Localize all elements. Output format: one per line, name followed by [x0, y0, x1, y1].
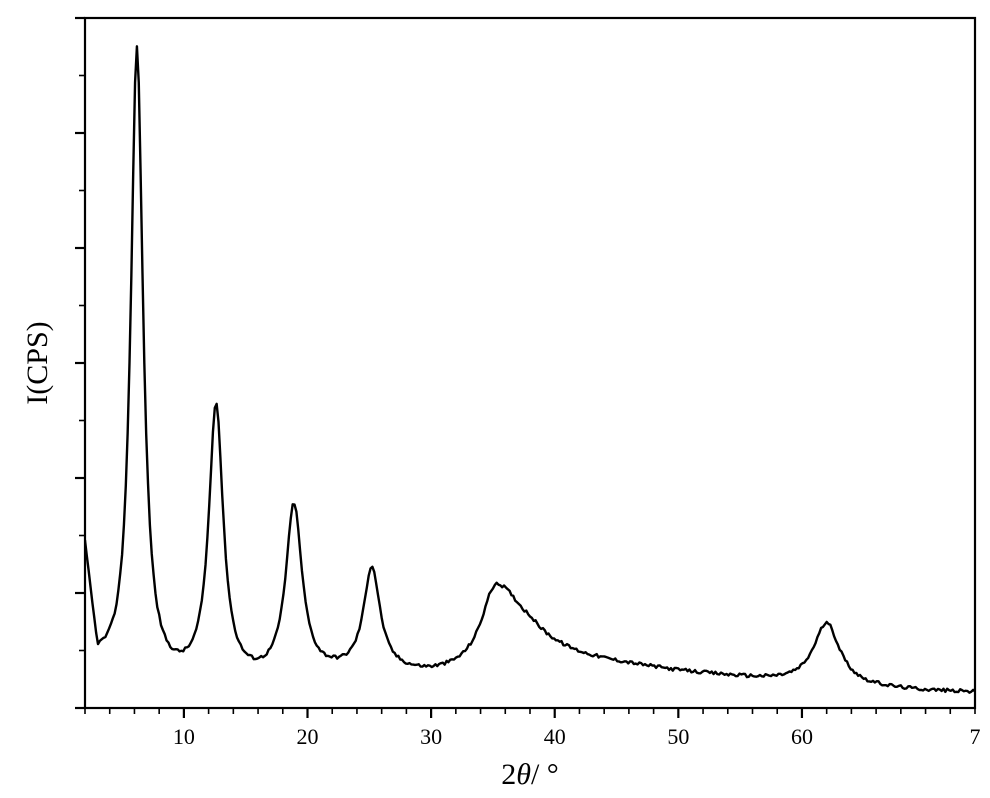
xrd-chart: 10 20 30 40 50 60 7 2θ/ ° I(CPS): [0, 0, 990, 798]
y-axis-label: I(CPS): [21, 321, 54, 404]
chart-svg: 10 20 30 40 50 60 7 2θ/ ° I(CPS): [0, 0, 990, 798]
chart-bg: [0, 0, 990, 798]
x-tick-label-clipped: 7: [970, 724, 981, 749]
x-axis-label: 2θ/ °: [501, 758, 559, 791]
x-tick-label: 40: [544, 724, 566, 749]
x-tick-label: 60: [791, 724, 813, 749]
x-tick-label: 30: [420, 724, 442, 749]
x-tick-label: 50: [667, 724, 689, 749]
x-tick-label: 20: [297, 724, 319, 749]
x-tick-label: 10: [173, 724, 195, 749]
